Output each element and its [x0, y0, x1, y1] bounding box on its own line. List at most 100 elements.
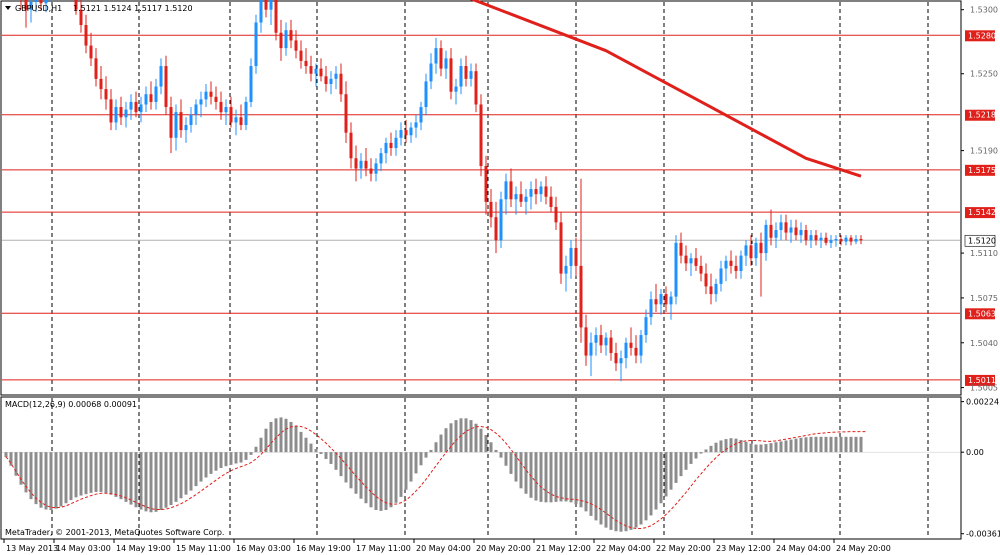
- candle-body: [764, 224, 768, 254]
- candle-body: [844, 237, 848, 242]
- macd-bar: [619, 452, 623, 532]
- macd-bar: [454, 420, 458, 453]
- macd-bar: [374, 452, 378, 510]
- macd-bar: [129, 452, 133, 505]
- macd-bar: [219, 452, 223, 468]
- candle-body: [634, 347, 638, 356]
- macd-bar: [399, 452, 403, 497]
- macd-bar: [714, 442, 718, 453]
- candle-body: [834, 238, 838, 241]
- candle-body: [269, 0, 273, 10]
- macd-pane-frame: [0, 396, 962, 540]
- candle-body: [784, 222, 788, 233]
- quote-label: 1.5121 1.5124 1.5117 1.5120: [73, 4, 193, 13]
- candle-body: [819, 237, 823, 241]
- x-tick-label: 24 May 04:00: [776, 544, 831, 553]
- candle-body: [779, 222, 783, 231]
- macd-bar: [289, 421, 293, 453]
- candle-body: [564, 265, 568, 274]
- candle-body: [574, 247, 578, 266]
- candle-body: [659, 294, 663, 305]
- candle-body: [284, 30, 288, 49]
- macd-bar: [744, 441, 748, 453]
- macd-bar: [119, 452, 123, 500]
- candle-body: [474, 71, 478, 105]
- x-tick-label: 14 May 19:00: [116, 544, 171, 553]
- candle-body: [424, 81, 428, 108]
- macd-bar: [539, 452, 543, 502]
- macd-bar: [819, 436, 823, 453]
- candle-body: [429, 63, 433, 82]
- candle-body: [244, 101, 248, 125]
- candle-body: [199, 99, 203, 105]
- candle-body: [349, 132, 353, 159]
- macd-bar: [609, 452, 613, 530]
- macd-bar: [149, 452, 153, 513]
- macd-bar: [204, 452, 208, 478]
- candle-body: [329, 78, 333, 84]
- candle-body: [39, 0, 43, 4]
- candle-body: [619, 358, 623, 364]
- candle-body: [729, 260, 733, 266]
- candle-body: [854, 238, 858, 242]
- candle-body: [274, 0, 278, 33]
- candle-body: [579, 265, 583, 328]
- candle-body: [394, 137, 398, 149]
- macd-bar: [759, 444, 763, 453]
- macd-bar: [319, 452, 323, 454]
- macd-bar: [579, 452, 583, 508]
- moving-average: [469, 0, 862, 178]
- price-level-tag: [965, 374, 995, 386]
- macd-bar: [639, 452, 643, 525]
- candle-body: [174, 112, 178, 138]
- macd-bar: [474, 423, 478, 453]
- macd-bar: [109, 452, 113, 495]
- candle-body: [194, 104, 198, 115]
- macd-bar: [779, 441, 783, 453]
- macd-bar: [804, 437, 808, 453]
- macd-bar: [854, 436, 858, 453]
- macd-bar: [34, 452, 38, 505]
- candle-body: [454, 86, 458, 92]
- candle-body: [234, 117, 238, 123]
- candle-body: [639, 335, 643, 356]
- macd-bar: [644, 452, 648, 521]
- macd-bar: [424, 452, 428, 458]
- candle-body: [294, 40, 298, 51]
- macd-bar: [679, 452, 683, 477]
- candle-body: [799, 230, 803, 236]
- candle-body: [644, 317, 648, 336]
- x-tick-label: 14 May 03:00: [56, 544, 111, 553]
- chevron-down-icon[interactable]: [5, 6, 11, 10]
- macd-bar: [749, 443, 753, 453]
- candle-body: [464, 66, 468, 79]
- candle-body: [459, 66, 463, 87]
- macd-bar: [189, 452, 193, 491]
- macd-bar: [284, 418, 288, 453]
- candle-body: [504, 181, 508, 200]
- candle-body: [99, 78, 103, 90]
- candle-body: [439, 48, 443, 69]
- macd-bar: [209, 452, 213, 474]
- candle-body: [129, 101, 133, 110]
- macd-histogram: [2, 417, 960, 532]
- macd-bar: [269, 421, 273, 453]
- macd-bar: [384, 452, 388, 510]
- macd-bar: [389, 452, 393, 508]
- macd-bar: [214, 452, 218, 471]
- candle-body: [544, 186, 548, 197]
- candle-body: [404, 130, 408, 136]
- macd-bar: [769, 443, 773, 453]
- macd-bar: [94, 452, 98, 492]
- candle-body: [689, 258, 693, 264]
- candle-body: [534, 189, 538, 195]
- macd-bar: [79, 452, 83, 496]
- macd-bar: [104, 452, 108, 493]
- macd-bar: [64, 452, 68, 504]
- x-tick-label: 21 May 12:00: [536, 544, 591, 553]
- macd-bar: [674, 452, 678, 483]
- candle-body: [789, 227, 793, 233]
- macd-bar: [224, 452, 228, 467]
- candle-body: [169, 107, 173, 138]
